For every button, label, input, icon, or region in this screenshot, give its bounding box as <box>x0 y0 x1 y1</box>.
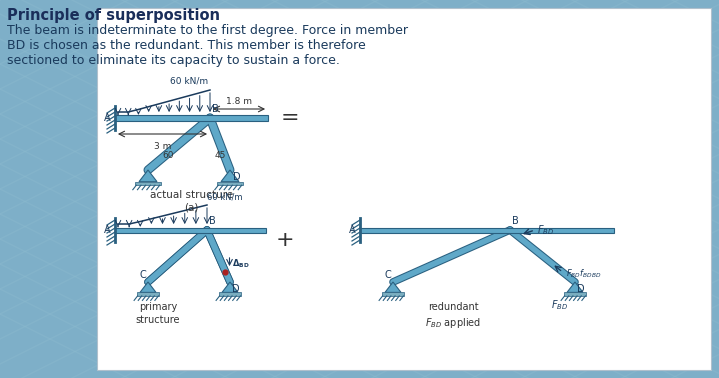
Bar <box>115 115 268 121</box>
Bar <box>382 293 404 296</box>
Text: D: D <box>232 284 239 294</box>
Text: The beam is indeterminate to the first degree. Force in member: The beam is indeterminate to the first d… <box>7 24 408 37</box>
Bar <box>360 228 614 232</box>
Text: primary
structure: primary structure <box>136 302 180 325</box>
Text: BD is chosen as the redundant. This member is therefore: BD is chosen as the redundant. This memb… <box>7 39 366 52</box>
Text: 60 kN/m: 60 kN/m <box>170 77 208 86</box>
Text: C: C <box>384 270 391 280</box>
Bar <box>135 182 160 185</box>
Text: C: C <box>139 270 146 280</box>
Text: B: B <box>512 216 518 226</box>
Bar <box>219 293 241 296</box>
Text: 3 m: 3 m <box>154 142 171 151</box>
Text: D: D <box>233 172 241 182</box>
Polygon shape <box>221 170 239 182</box>
Text: B: B <box>212 104 219 114</box>
Text: $F_{BD}$: $F_{BD}$ <box>551 298 569 312</box>
Polygon shape <box>222 282 238 293</box>
Text: Principle of superposition: Principle of superposition <box>7 8 220 23</box>
Bar <box>97 8 711 370</box>
Text: +: + <box>275 230 294 250</box>
Text: 1.8 m: 1.8 m <box>226 97 252 106</box>
Text: D: D <box>577 284 585 294</box>
Text: $F_{BD}f_{BDBD}$: $F_{BD}f_{BDBD}$ <box>567 267 602 280</box>
Polygon shape <box>385 282 401 293</box>
Text: A: A <box>104 225 111 235</box>
Text: 45: 45 <box>215 151 226 160</box>
Text: 60 kN/m: 60 kN/m <box>207 193 242 202</box>
Text: sectioned to eliminate its capacity to sustain a force.: sectioned to eliminate its capacity to s… <box>7 54 340 67</box>
Text: actual structure: actual structure <box>150 190 233 200</box>
Text: B: B <box>209 216 216 226</box>
Polygon shape <box>140 282 156 293</box>
Polygon shape <box>139 170 157 182</box>
Text: A: A <box>349 225 356 235</box>
Bar <box>217 182 242 185</box>
Text: A: A <box>104 113 111 123</box>
Text: 60: 60 <box>162 151 173 160</box>
Text: $F_{BD}$: $F_{BD}$ <box>537 223 554 237</box>
Bar <box>564 293 586 296</box>
Bar <box>115 228 266 232</box>
Text: $\mathbf{\Delta_{BD}}$: $\mathbf{\Delta_{BD}}$ <box>232 258 249 270</box>
Text: redundant
$F_{BD}$ applied: redundant $F_{BD}$ applied <box>425 302 481 330</box>
Text: =: = <box>280 108 299 128</box>
Bar <box>137 293 159 296</box>
Polygon shape <box>567 282 583 293</box>
Text: (a): (a) <box>184 203 198 213</box>
